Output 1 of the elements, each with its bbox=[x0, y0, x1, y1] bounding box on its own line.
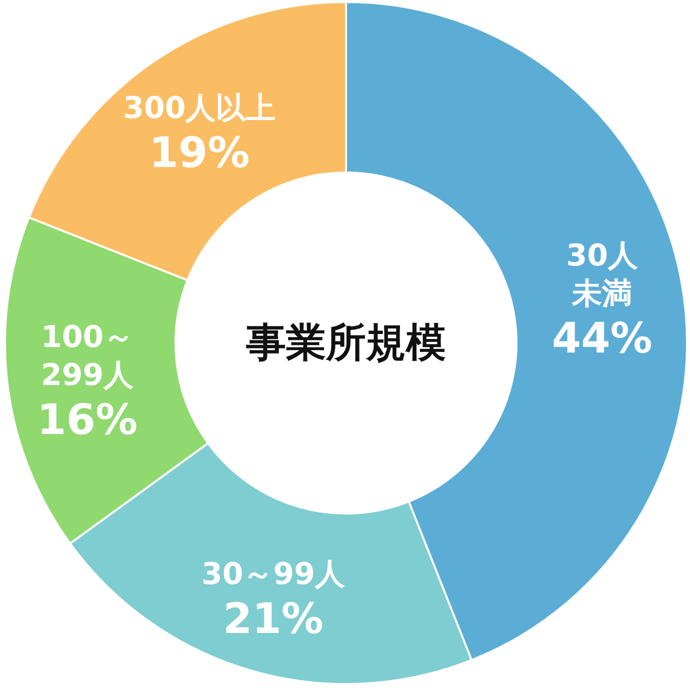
text: 事業所規模 bbox=[245, 320, 446, 366]
